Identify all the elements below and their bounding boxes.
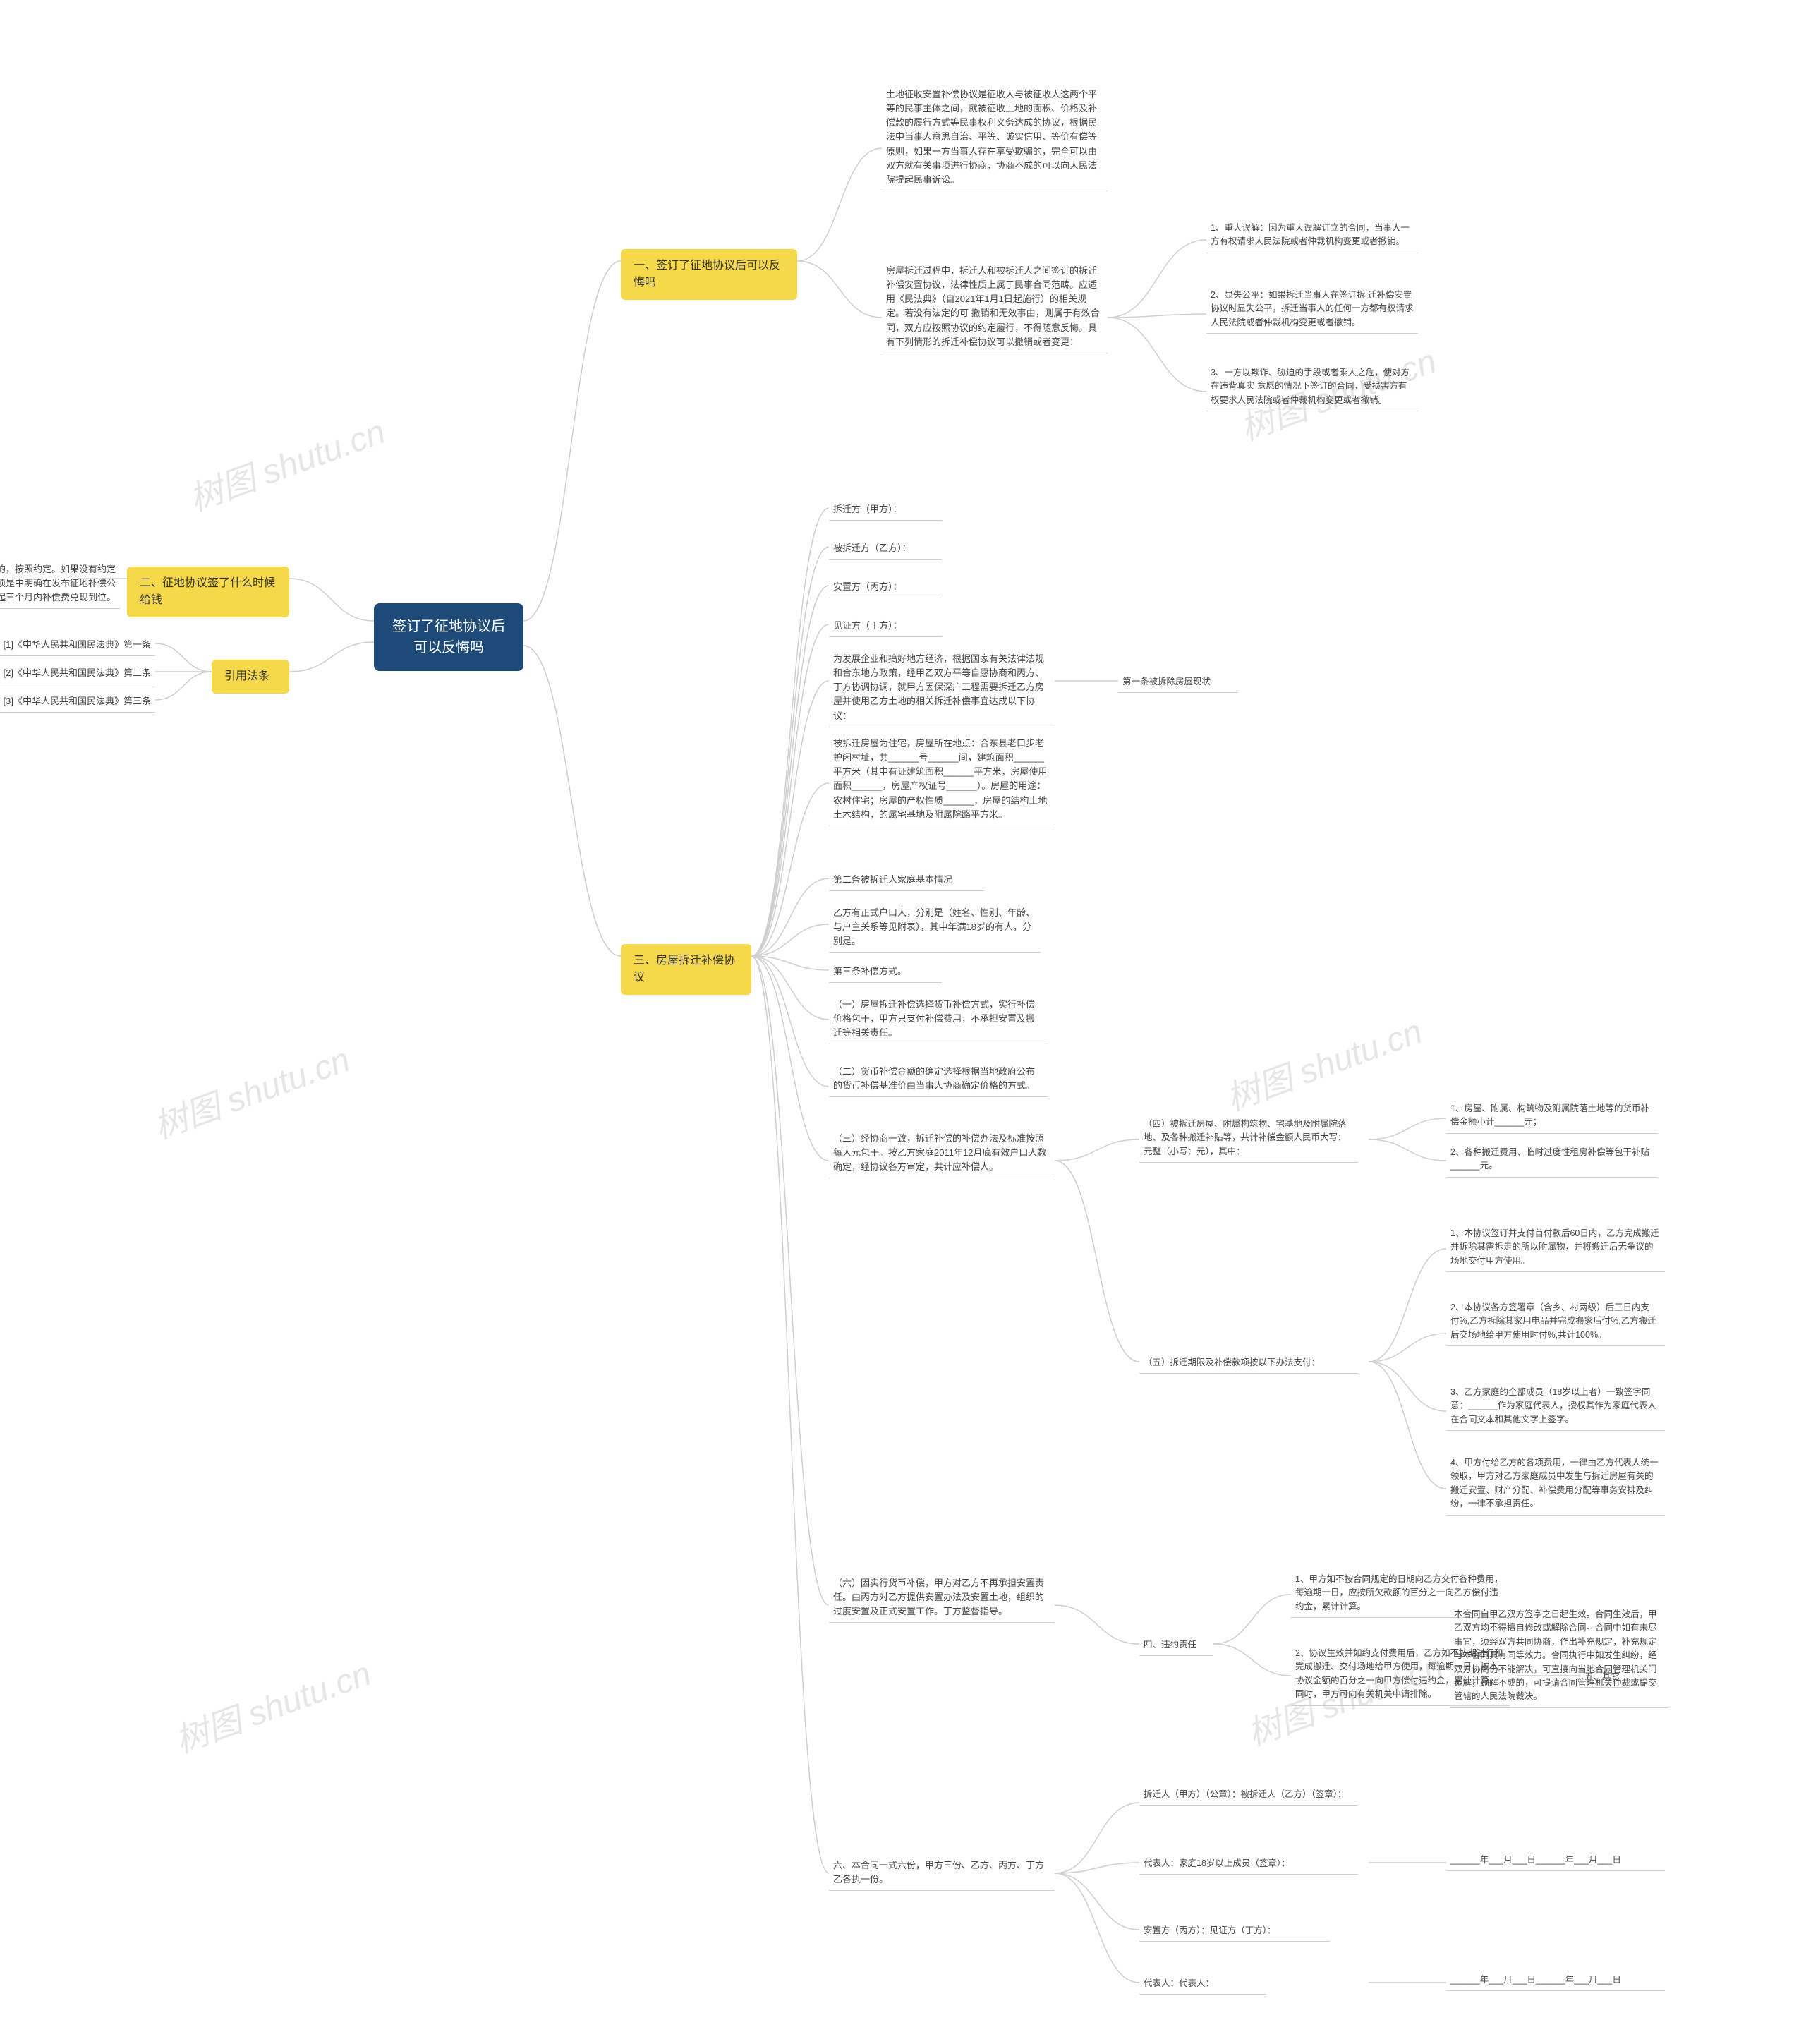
b4-c13-a: 四、违约责任 [1139, 1635, 1213, 1656]
b1-c1: 土地征收安置补偿协议是征收人与被征收人这两个平等的民事主体之间，就被征收土地的面… [882, 85, 1108, 191]
b4-c12-a-i1: 1、房屋、附属、构筑物及附属院落土地等的货币补偿金额小计______元； [1446, 1099, 1658, 1134]
root-node: 签订了征地协议后可以反悔吗 [374, 603, 523, 671]
b4-c4: 见证方（丁方）： [829, 616, 942, 637]
b4-c12-b-i4: 4、甲方付给乙方的各项费用，一律由乙方代表人统一领取，甲方对乙方家庭成员中发生与… [1446, 1453, 1665, 1516]
b4-c14-i4: 代表人：代表人： [1139, 1974, 1266, 1995]
b4-c13: （六）因实行货币补偿，甲方对乙方不再承担安置责任。由丙方对乙方提供安置办法及安置… [829, 1573, 1055, 1623]
b3-c1: [1]《中华人民共和国民法典》第一条 [0, 635, 155, 656]
b4-c3: 安置方（丙方）： [829, 577, 942, 598]
branch-1: 一、签订了征地协议后可以反悔吗 [621, 249, 797, 300]
b1-c2-i2: 2、显失公平：如果拆迁当事人在签订拆 迁补偿安置协议时显失公平，拆迁当事人的任何… [1206, 286, 1418, 334]
b1-c2-i3: 3、一方以欺诈、胁迫的手段或者乘人之危，使对方在违背真实 意愿的情况下签订的合同… [1206, 363, 1418, 411]
b3-c3: [3]《中华人民共和国民法典》第三条 [0, 691, 155, 713]
mindmap-canvas: 树图 shutu.cn 树图 shutu.cn 树图 shutu.cn 树图 s… [0, 0, 1806, 2044]
watermark: 树图 shutu.cn [181, 404, 391, 520]
b4-c12-b-i1: 1、本协议签订并支付首付款后60日内，乙方完成搬迁并拆除其需拆走的所以附属物，并… [1446, 1224, 1665, 1272]
b4-c12-b: （五）拆迁期限及补偿款项按以下办法支付： [1139, 1353, 1358, 1374]
branch-2: 二、征地协议签了什么时候给钱 [127, 567, 289, 617]
b4-c7: 第二条被拆迁人家庭基本情况 [829, 870, 984, 891]
b4-c12-a: （四）被拆迁房屋、附属构筑物、宅基地及附属院落地、及各种搬迁补贴等，共计补偿金额… [1139, 1115, 1358, 1163]
b4-c12-b-i3: 3、乙方家庭的全部成员（18岁以上者）一致签字同意：______作为家庭代表人，… [1446, 1383, 1665, 1431]
b4-c14-i3: 安置方（丙方）：见证方（丁方）： [1139, 1921, 1330, 1942]
b4-c13-b-text: 本合同自甲乙双方签字之日起生效。合同生效后，甲乙双方均不得擅自修改或解除合同。合… [1450, 1605, 1668, 1708]
b1-c2-i1: 1、重大误解：因为重大误解订立的合同，当事人一方有权请求人民法院或者仲裁机构变更… [1206, 219, 1418, 253]
b4-c14-i4-date: ______年___月___日______年___月___日 [1446, 1971, 1665, 1991]
branch-4: 三、房屋拆迁补偿协议 [621, 944, 751, 995]
b2-child: 协议有约定的，按照约定。如果没有约定的，土地征收须是中明确在发布征地补偿公告之日… [0, 560, 120, 609]
b4-c12: （三）经协商一致，拆迁补偿的补偿办法及标准按照每人元包干。按乙方家庭2011年1… [829, 1129, 1055, 1178]
b4-c12-b-i2: 2、本协议各方签署章（含乡、村两级）后三日内支付%,乙方拆除其家用电品并完成搬家… [1446, 1298, 1665, 1346]
b4-c12-a-i2: 2、各种搬迁费用、临时过度性租房补偿等包干补贴______元。 [1446, 1143, 1658, 1178]
b4-c1: 拆迁方（甲方）： [829, 500, 942, 521]
b4-c14-i2-date: ______年___月___日______年___月___日 [1446, 1851, 1665, 1871]
b4-c11: （二）货币补偿金额的确定选择根据当地政府公布的货币补偿基准价由当事人协商确定价格… [829, 1062, 1048, 1097]
b4-c8: 乙方有正式户口人，分别是（姓名、性别、年龄、与户主关系等见附表），其中年满18岁… [829, 903, 1041, 953]
b4-c10: （一）房屋拆迁补偿选择货币补偿方式，实行补偿价格包干，甲方只支付补偿费用，不承担… [829, 995, 1048, 1044]
b4-c14-i2: 代表人：家庭18岁以上成员（签章）： [1139, 1854, 1358, 1875]
watermark: 树图 shutu.cn [146, 1032, 356, 1148]
branch-3: 引用法条 [212, 660, 289, 694]
b4-c14: 六、本合同一式六份，甲方三份、乙方、丙方、丁方乙各执一份。 [829, 1856, 1055, 1891]
b4-c9: 第三条补偿方式。 [829, 962, 942, 983]
b4-c6: 被拆迁房屋为住宅，房屋所在地点：合东县老口步老护闲村址，共______号____… [829, 734, 1055, 826]
b4-c14-i1a: 拆迁人（甲方）（公章）：被拆迁人（乙方）（签章）： [1139, 1785, 1358, 1806]
b4-c5-child: 第一条被拆除房屋现状 [1118, 672, 1238, 693]
b4-c5: 为发展企业和搞好地方经济，根据国家有关法律法规和合东地方政策，经甲乙双方平等自愿… [829, 649, 1055, 727]
b1-c2: 房屋拆迁过程中，拆迁人和被拆迁人之间签订的拆迁补偿安置协议，法律性质上属于民事合… [882, 261, 1108, 353]
b3-c2: [2]《中华人民共和国民法典》第二条 [0, 663, 155, 684]
watermark: 树图 shutu.cn [167, 1645, 377, 1762]
b4-c2: 被拆迁方（乙方）： [829, 538, 942, 560]
watermark: 树图 shutu.cn [1218, 1003, 1428, 1120]
